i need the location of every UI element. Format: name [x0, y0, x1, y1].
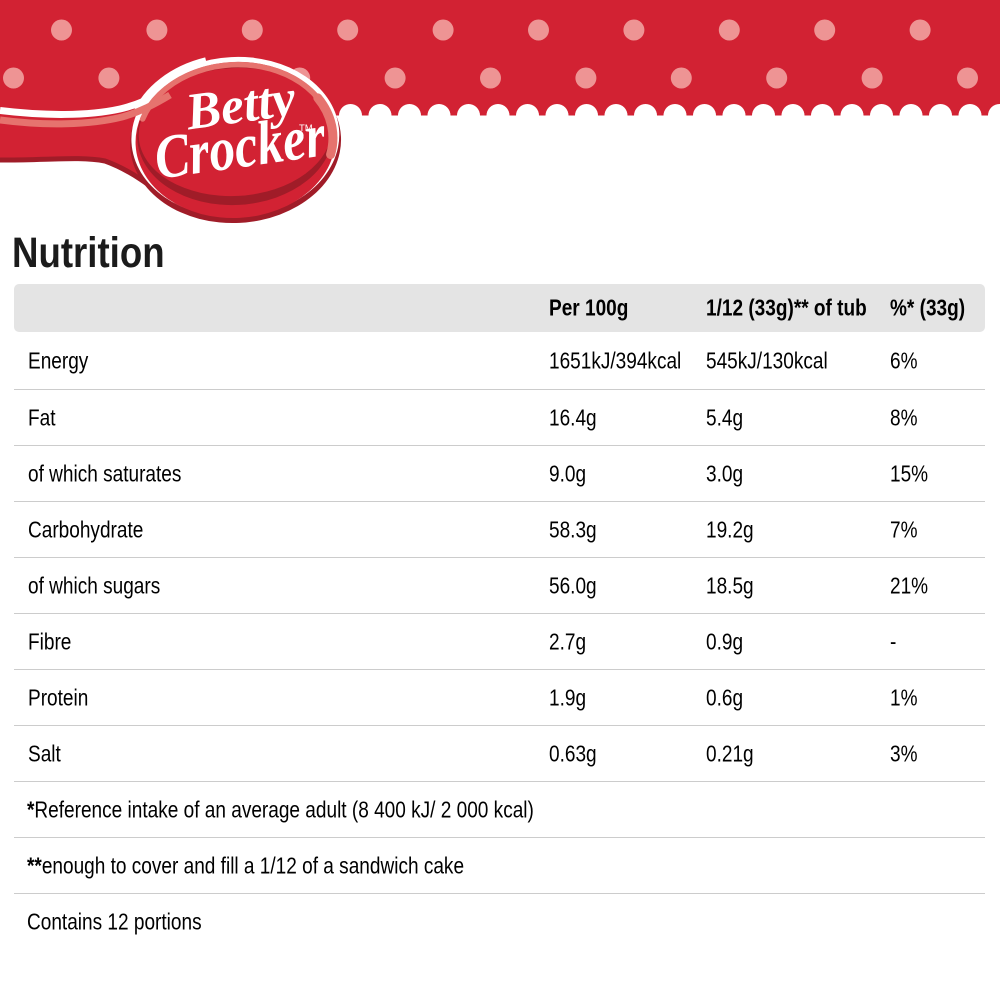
- svg-text:TM: TM: [299, 123, 313, 134]
